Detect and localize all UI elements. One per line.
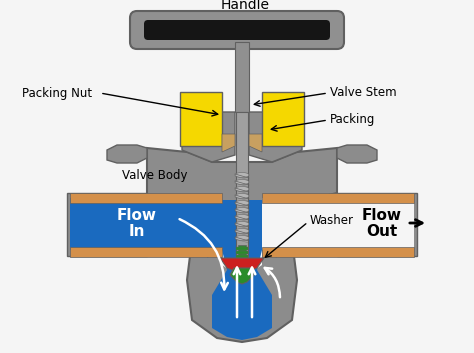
Bar [238,245,246,270]
Polygon shape [249,112,302,162]
Text: Packing: Packing [330,114,375,126]
Ellipse shape [235,235,249,240]
Polygon shape [147,148,337,342]
Bar [236,255,248,258]
Bar [70,198,222,250]
Text: Valve Stem: Valve Stem [330,86,397,100]
Bar [70,247,222,257]
Polygon shape [107,145,147,163]
Bar [262,92,304,146]
Polygon shape [207,200,277,278]
Ellipse shape [235,228,249,233]
Polygon shape [67,193,147,256]
Text: In: In [129,225,145,239]
Polygon shape [337,193,417,256]
Text: Handle: Handle [220,0,270,12]
Ellipse shape [235,193,249,198]
Polygon shape [337,145,377,163]
Bar [70,193,222,203]
Ellipse shape [235,201,249,205]
Bar [236,112,248,257]
Text: Valve Body: Valve Body [122,168,188,181]
Ellipse shape [235,221,249,227]
Text: Out: Out [366,225,398,239]
Bar [262,198,414,250]
Bar [236,263,248,266]
Bar [180,92,222,146]
Text: Flow: Flow [117,208,157,222]
Bar [236,251,248,254]
FancyBboxPatch shape [130,11,344,49]
Polygon shape [182,112,235,162]
Polygon shape [222,134,235,152]
Ellipse shape [235,173,249,178]
Polygon shape [207,200,277,340]
Text: Flow: Flow [362,208,402,222]
Text: Washer: Washer [310,214,354,227]
Bar [235,42,249,112]
Ellipse shape [235,208,249,213]
FancyBboxPatch shape [144,20,330,40]
Polygon shape [230,268,254,284]
Polygon shape [249,134,262,152]
Bar [236,259,248,262]
Bar [236,247,248,250]
Ellipse shape [235,215,249,220]
Ellipse shape [235,186,249,191]
Ellipse shape [235,179,249,185]
Bar [262,193,414,203]
Text: Packing Nut: Packing Nut [22,86,92,100]
Polygon shape [220,258,264,273]
Bar [262,247,414,257]
